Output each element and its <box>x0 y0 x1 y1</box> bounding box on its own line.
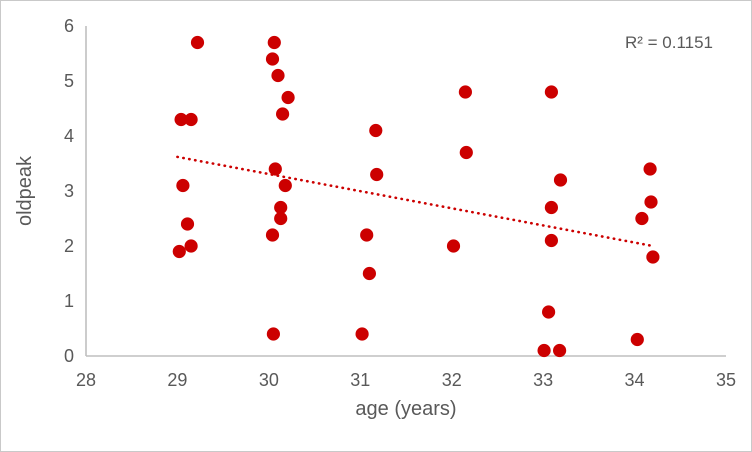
data-point[interactable] <box>281 90 295 105</box>
data-point[interactable] <box>630 332 644 347</box>
data-point[interactable] <box>180 217 195 231</box>
data-point[interactable] <box>355 327 369 341</box>
x-tick-label: 29 <box>167 370 187 390</box>
data-point[interactable] <box>190 35 205 50</box>
data-point[interactable] <box>184 112 198 127</box>
data-point[interactable] <box>643 162 657 176</box>
data-point[interactable] <box>184 239 198 253</box>
data-points <box>172 35 660 358</box>
data-point[interactable] <box>459 145 473 160</box>
data-point[interactable] <box>278 178 292 193</box>
y-axis-title: oldpeak <box>14 155 36 226</box>
x-tick-label: 33 <box>533 370 553 390</box>
x-tick-label: 31 <box>350 370 370 390</box>
y-tick-label: 5 <box>64 71 74 91</box>
data-point[interactable] <box>274 211 288 226</box>
x-axis-title: age (years) <box>355 398 456 420</box>
x-tick-label: 34 <box>625 370 645 390</box>
data-point[interactable] <box>446 239 461 253</box>
y-tick-label: 6 <box>64 16 74 36</box>
data-point[interactable] <box>537 343 551 358</box>
data-point[interactable] <box>268 162 282 176</box>
data-point[interactable] <box>174 112 188 127</box>
data-point[interactable] <box>644 195 658 209</box>
data-point[interactable] <box>458 85 472 99</box>
data-point[interactable] <box>172 244 186 259</box>
y-tick-label: 3 <box>64 181 74 201</box>
data-point[interactable] <box>635 211 649 226</box>
x-tick-label: 35 <box>716 370 736 390</box>
data-point[interactable] <box>544 200 559 215</box>
data-point[interactable] <box>265 52 280 66</box>
trendline[interactable] <box>176 155 655 248</box>
x-axis-ticks: 28 29 30 31 32 33 34 35 <box>76 370 736 390</box>
y-axis-ticks: 0 1 2 3 4 5 6 <box>64 16 74 366</box>
data-point[interactable] <box>176 178 190 193</box>
data-point[interactable] <box>544 233 559 248</box>
data-point[interactable] <box>553 173 568 187</box>
data-point[interactable] <box>542 305 556 319</box>
x-tick-label: 32 <box>442 370 462 390</box>
y-tick-label: 0 <box>64 346 74 366</box>
x-tick-label: 30 <box>259 370 279 390</box>
data-point[interactable] <box>271 68 285 83</box>
plot-area[interactable] <box>86 26 726 356</box>
data-point[interactable] <box>274 200 288 215</box>
data-point[interactable] <box>266 327 280 341</box>
y-tick-label: 4 <box>64 126 74 146</box>
data-point[interactable] <box>370 167 384 182</box>
data-point[interactable] <box>360 228 374 242</box>
data-point[interactable] <box>265 228 280 242</box>
data-point[interactable] <box>646 250 660 264</box>
y-tick-label: 2 <box>64 236 74 256</box>
data-point[interactable] <box>369 123 383 138</box>
data-point[interactable] <box>362 266 376 281</box>
data-point[interactable] <box>267 35 281 50</box>
y-tick-label: 1 <box>64 291 74 311</box>
data-point[interactable] <box>553 343 567 358</box>
data-point[interactable] <box>276 107 290 121</box>
x-tick-label: 28 <box>76 370 96 390</box>
data-point[interactable] <box>544 85 559 99</box>
r-squared-label: R² = 0.1151 <box>625 33 713 52</box>
